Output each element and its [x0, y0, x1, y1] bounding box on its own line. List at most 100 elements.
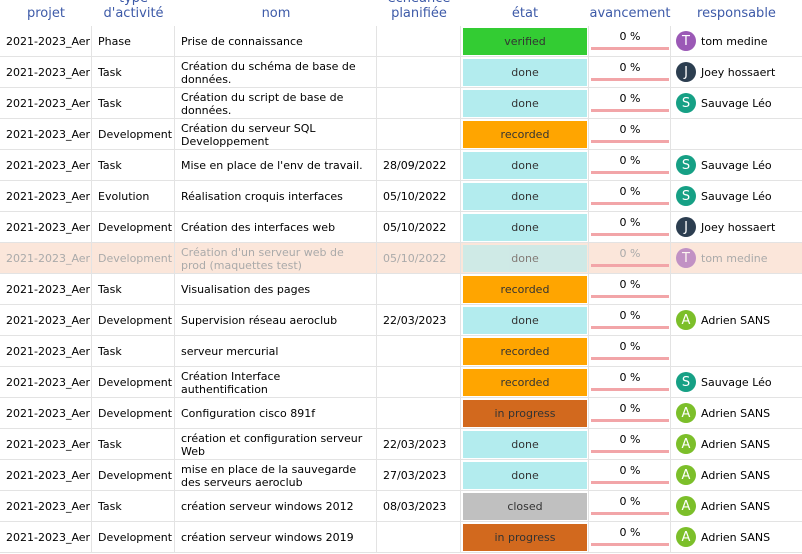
cell-nom: Création du serveur SQL Developpement: [175, 119, 377, 150]
cell-type: Phase: [92, 26, 175, 57]
avatar: J: [676, 217, 696, 237]
cell-echeance: [377, 274, 461, 305]
column-header[interactable]: responsable: [697, 6, 776, 21]
nom: Visualisation des pages: [181, 283, 311, 296]
nom: création serveur windows 2012: [181, 500, 354, 513]
progress-bar: [591, 419, 669, 422]
progress-text: 0 %: [619, 278, 641, 291]
progress-bar: [591, 543, 669, 546]
cell-projet: 2021-2023_Aer: [0, 243, 92, 274]
table-row[interactable]: 2021-2023_Aer Phase Prise de connaissance v…: [0, 26, 802, 57]
table-row[interactable]: 2021-2023_Aer Development création serveur…: [0, 522, 802, 553]
type: Phase: [98, 35, 131, 48]
progress-bar: [591, 388, 669, 391]
column-header[interactable]: échéance planifiée: [388, 0, 451, 21]
table-row[interactable]: 2021-2023_Aer Task Création du schéma de b…: [0, 57, 802, 88]
projet: 2021-2023_Aer: [6, 35, 91, 48]
type: Development: [98, 469, 173, 482]
projet: 2021-2023_Aer: [6, 438, 91, 451]
cell-projet: 2021-2023_Aer: [0, 26, 92, 57]
avatar: A: [676, 527, 696, 547]
table-row[interactable]: 2021-2023_Aer Task création serveur window…: [0, 491, 802, 522]
table-row[interactable]: 2021-2023_Aer Development mise en place de…: [0, 460, 802, 491]
cell-type: Task: [92, 336, 175, 367]
progress-bar: [591, 326, 669, 329]
state-badge: done: [463, 431, 587, 458]
table-row[interactable]: 2021-2023_Aer Task serveur mercurial record…: [0, 336, 802, 367]
table-row[interactable]: 2021-2023_Aer Development Supervision rése…: [0, 305, 802, 336]
type: Development: [98, 314, 173, 327]
projet: 2021-2023_Aer: [6, 345, 91, 358]
table-row[interactable]: 2021-2023_Aer Development Création des int…: [0, 212, 802, 243]
avatar: S: [676, 93, 696, 113]
column-header[interactable]: avancement: [589, 6, 671, 21]
cell-nom: Création du script de base de données.: [175, 88, 377, 119]
echeance: 22/03/2023: [383, 438, 447, 451]
type: Task: [98, 66, 122, 79]
cell-avancement: [589, 305, 671, 336]
progress-text: 0 %: [619, 123, 641, 136]
cell-echeance: [377, 336, 461, 367]
projet: 2021-2023_Aer: [6, 469, 91, 482]
table-row[interactable]: 2021-2023_Aer Development Création Interfa…: [0, 367, 802, 398]
column-header[interactable]: type d'activité: [103, 0, 164, 21]
cell-echeance: 05/10/2022: [377, 212, 461, 243]
state-badge: recorded: [463, 338, 587, 365]
cell-projet: 2021-2023_Aer: [0, 150, 92, 181]
responsible-name: Adrien SANS: [701, 314, 771, 327]
cell-echeance: 28/09/2022: [377, 150, 461, 181]
projet: 2021-2023_Aer: [6, 66, 91, 79]
nom: création serveur windows 2019: [181, 531, 354, 544]
responsible-name: tom medine: [701, 252, 768, 265]
cell-type: Development: [92, 522, 175, 553]
type: Evolution: [98, 190, 150, 203]
avatar: A: [676, 403, 696, 423]
table-row[interactable]: 2021-2023_Aer Task création et configurati…: [0, 429, 802, 460]
avatar: J: [676, 62, 696, 82]
projet: 2021-2023_Aer: [6, 128, 91, 141]
table-row[interactable]: 2021-2023_Aer Development Configuration ci…: [0, 398, 802, 429]
nom: Création du script de base de données.: [181, 90, 344, 117]
cell-etat: [461, 274, 589, 305]
state-badge: verified: [463, 28, 587, 55]
projet: 2021-2023_Aer: [6, 221, 91, 234]
cell-etat: [461, 460, 589, 491]
table-row[interactable]: 2021-2023_Aer Task Mise en place de l'env …: [0, 150, 802, 181]
cell-echeance: 27/03/2023: [377, 460, 461, 491]
cell-nom: création et configuration serveur Web: [175, 429, 377, 460]
echeance: 05/10/2022: [383, 221, 447, 234]
cell-nom: Création Interface authentification: [175, 367, 377, 398]
avatar: A: [676, 310, 696, 330]
responsible-name: Adrien SANS: [701, 469, 771, 482]
projet: 2021-2023_Aer: [6, 407, 91, 420]
table-row[interactable]: 2021-2023_Aer Development Création du serv…: [0, 119, 802, 150]
cell-nom: Réalisation croquis interfaces: [175, 181, 377, 212]
cell-avancement: [589, 522, 671, 553]
cell-projet: 2021-2023_Aer: [0, 460, 92, 491]
table-row[interactable]: 2021-2023_Aer Evolution Réalisation croqui…: [0, 181, 802, 212]
state-badge: recorded: [463, 369, 587, 396]
state-badge: closed: [463, 493, 587, 520]
type: Development: [98, 128, 173, 141]
cell-nom: Création des interfaces web: [175, 212, 377, 243]
progress-text: 0 %: [619, 526, 641, 539]
cell-projet: 2021-2023_Aer: [0, 398, 92, 429]
cell-etat: [461, 119, 589, 150]
state-badge: in progress: [463, 524, 587, 551]
cell-projet: 2021-2023_Aer: [0, 429, 92, 460]
echeance: 28/09/2022: [383, 159, 447, 172]
table-row[interactable]: 2021-2023_Aer Task Création du script de b…: [0, 88, 802, 119]
column-header[interactable]: état: [511, 6, 539, 21]
responsible-name: Sauvage Léo: [701, 159, 772, 172]
cell-avancement: [589, 150, 671, 181]
cell-avancement: [589, 460, 671, 491]
table-row[interactable]: 2021-2023_Aer Task Visualisation des pages…: [0, 274, 802, 305]
column-header[interactable]: nom: [261, 6, 291, 21]
cell-avancement: [589, 88, 671, 119]
column-header[interactable]: projet: [27, 6, 65, 21]
progress-text: 0 %: [619, 216, 641, 229]
cell-etat: [461, 398, 589, 429]
table-row[interactable]: 2021-2023_Aer Development Création d'un se…: [0, 243, 802, 274]
cell-nom: Prise de connaissance: [175, 26, 377, 57]
progress-text: 0 %: [619, 464, 641, 477]
